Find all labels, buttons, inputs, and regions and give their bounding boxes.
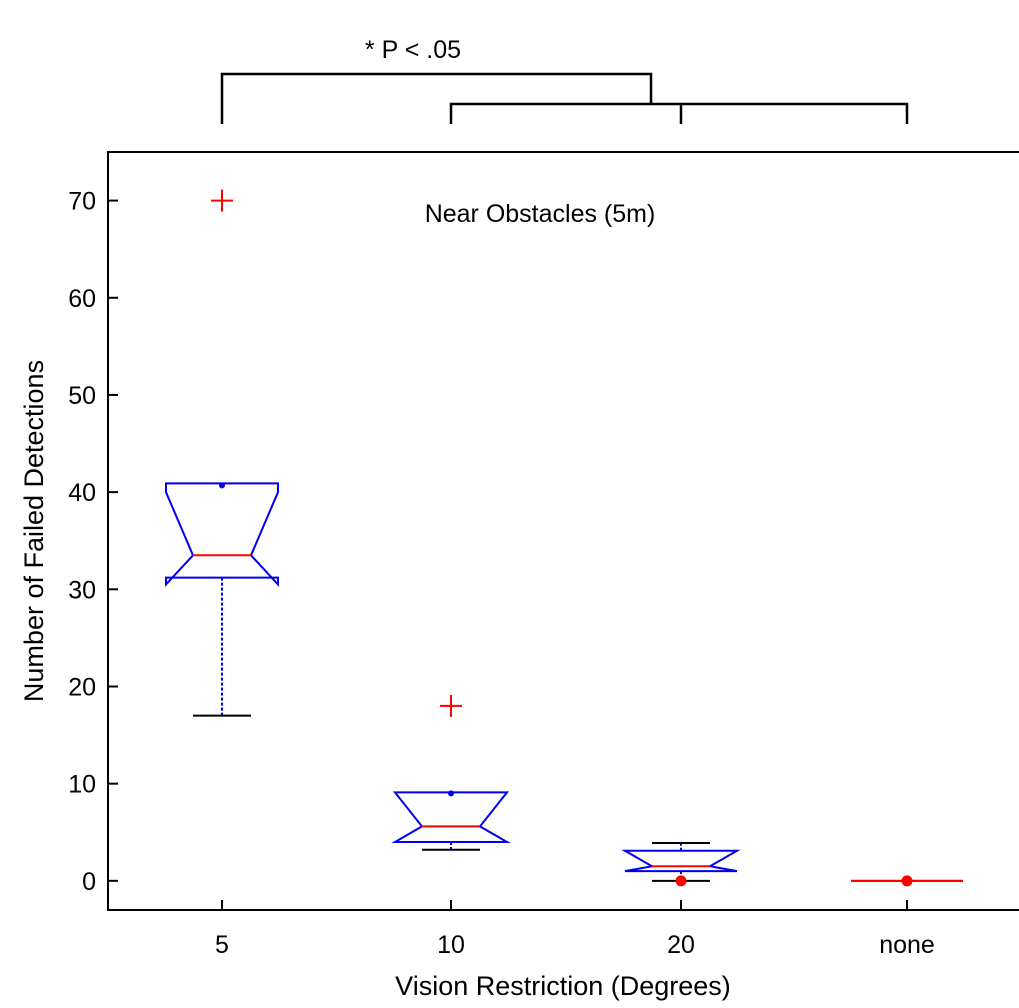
x-tick-label: 20 bbox=[667, 931, 695, 959]
boxes bbox=[165, 189, 963, 887]
mean-marker bbox=[901, 875, 913, 887]
y-tick-label: 0 bbox=[82, 868, 96, 896]
significance-bracket-outer bbox=[220, 72, 653, 124]
y-tick-label: 20 bbox=[68, 673, 96, 701]
box-outline bbox=[165, 482, 279, 588]
x-tick-label: 5 bbox=[215, 931, 229, 959]
outlier-marker bbox=[211, 189, 233, 212]
y-axis-label: Number of Failed Detections bbox=[19, 360, 49, 702]
y-tick-label: 50 bbox=[68, 382, 96, 410]
mean-marker bbox=[675, 875, 687, 887]
x-tick-label: none bbox=[879, 931, 935, 959]
x-axis-label: Vision Restriction (Degrees) bbox=[395, 971, 731, 1001]
box-5 bbox=[165, 189, 279, 717]
box-20 bbox=[621, 841, 741, 887]
x-tick-label: 10 bbox=[437, 931, 465, 959]
y-axis: 0 10 20 30 40 50 60 70 bbox=[68, 188, 118, 896]
mean-marker bbox=[448, 790, 454, 797]
significance-bracket-inner bbox=[449, 102, 909, 124]
plot-area-frame bbox=[107, 151, 1019, 911]
y-tick-label: 40 bbox=[68, 479, 96, 507]
box-outline bbox=[391, 791, 511, 843]
significance-brackets: * P < .05 bbox=[220, 36, 909, 124]
significance-label: * P < .05 bbox=[365, 36, 461, 64]
box-outline bbox=[621, 849, 741, 873]
y-tick-label: 10 bbox=[68, 771, 96, 799]
plot-annotation: Near Obstacles (5m) bbox=[425, 200, 656, 228]
mean-marker bbox=[219, 482, 225, 489]
box-none bbox=[851, 875, 963, 887]
y-tick-label: 30 bbox=[68, 576, 96, 604]
y-tick-label: 60 bbox=[68, 285, 96, 313]
box-10 bbox=[391, 694, 511, 851]
outlier-marker bbox=[440, 694, 462, 717]
x-axis: 5 10 20 none bbox=[215, 900, 935, 959]
y-tick-label: 70 bbox=[68, 188, 96, 216]
